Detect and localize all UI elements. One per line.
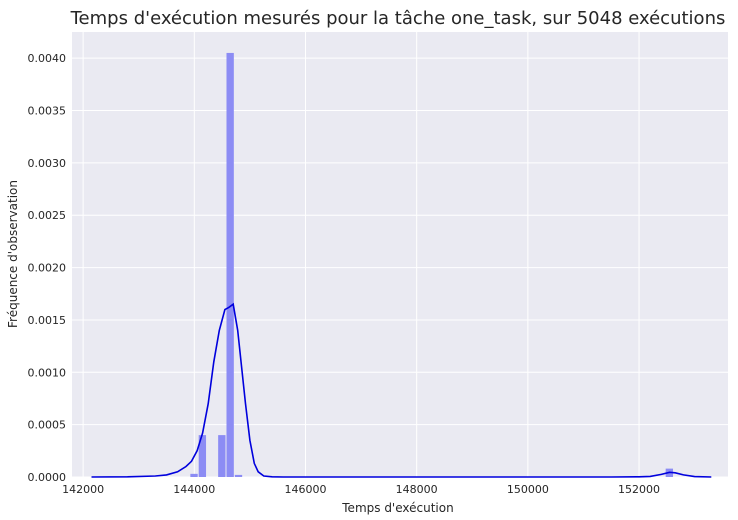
y-tick-label: 0.0020 (28, 262, 67, 275)
x-tick-label: 144000 (173, 483, 215, 496)
x-tick-labels: 142000 144000 146000 148000 150000 152000 (62, 483, 660, 496)
y-tick-label: 0.0015 (28, 314, 67, 327)
y-tick-label: 0.0040 (28, 52, 67, 65)
y-tick-labels: 0.0000 0.0005 0.0010 0.0015 0.0020 0.0025 0.00… (28, 52, 67, 484)
x-tick-label: 146000 (284, 483, 326, 496)
histogram-bar (198, 435, 207, 477)
y-tick-label: 0.0000 (28, 471, 67, 484)
plot-area (72, 32, 728, 477)
chart-title: Temps d'exécution mesurés pour la tâche … (70, 8, 726, 29)
kde-curve (91, 302, 712, 478)
grid-lines (72, 32, 728, 478)
x-tick-label: 142000 (62, 483, 104, 496)
y-axis-label: Fréquence d'observation (6, 180, 20, 328)
histogram-bar (190, 473, 198, 477)
y-tick-label: 0.0035 (28, 105, 67, 118)
y-tick-label: 0.0030 (28, 157, 67, 170)
x-tick-label: 152000 (618, 483, 660, 496)
histogram-bar (234, 474, 243, 477)
y-tick-label: 0.0025 (28, 209, 67, 222)
x-tick-label: 148000 (396, 483, 438, 496)
histogram-bar (226, 52, 234, 478)
x-axis-label: Temps d'exécution (341, 501, 453, 515)
x-tick-label: 150000 (507, 483, 549, 496)
y-tick-label: 0.0005 (28, 419, 67, 432)
histogram-bar (218, 435, 226, 477)
y-tick-label: 0.0010 (28, 366, 67, 379)
